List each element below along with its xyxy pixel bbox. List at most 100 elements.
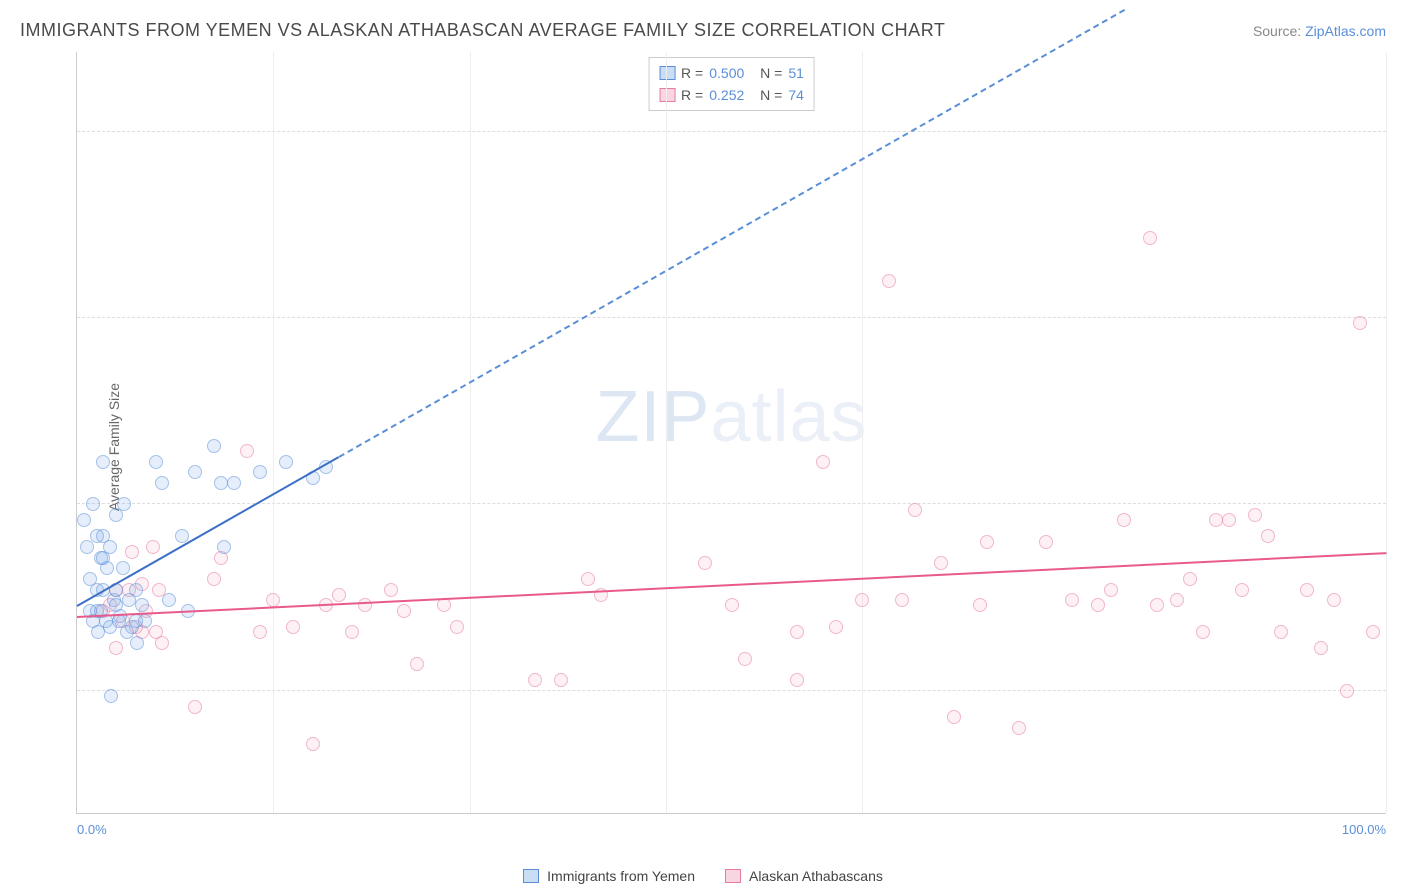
data-point-athabascan [146,540,160,554]
data-point-athabascan [1065,593,1079,607]
data-point-athabascan [908,503,922,517]
data-point-athabascan [698,556,712,570]
data-point-athabascan [1150,598,1164,612]
data-point-athabascan [240,444,254,458]
data-point-yemen [217,540,231,554]
data-point-yemen [135,598,149,612]
data-point-athabascan [410,657,424,671]
data-point-athabascan [895,593,909,607]
y-tick-label: 2.75 [1396,667,1406,683]
data-point-yemen [188,465,202,479]
gridline-v [862,52,863,813]
data-point-athabascan [1353,316,1367,330]
data-point-athabascan [1091,598,1105,612]
data-point-yemen [227,476,241,490]
data-point-athabascan [207,572,221,586]
data-point-athabascan [855,593,869,607]
data-point-yemen [96,551,110,565]
gridline-v [1386,52,1387,813]
data-point-athabascan [1143,231,1157,245]
watermark: ZIPatlas [595,376,867,458]
data-point-athabascan [1248,508,1262,522]
data-point-athabascan [1183,572,1197,586]
data-point-athabascan [345,625,359,639]
data-point-yemen [104,689,118,703]
data-point-yemen [130,636,144,650]
data-point-athabascan [1104,583,1118,597]
data-point-athabascan [1327,593,1341,607]
data-point-athabascan [980,535,994,549]
data-point-athabascan [155,636,169,650]
gridline-v [273,52,274,813]
data-point-athabascan [1314,641,1328,655]
data-point-athabascan [1170,593,1184,607]
y-tick-label: 4.50 [1396,480,1406,496]
data-point-athabascan [358,598,372,612]
data-point-athabascan [725,598,739,612]
data-point-athabascan [790,625,804,639]
gridline-v [666,52,667,813]
legend-item-yemen: Immigrants from Yemen [523,868,695,884]
data-point-athabascan [286,620,300,634]
legend-swatch-blue-icon [523,869,539,883]
legend-series: Immigrants from Yemen Alaskan Athabascan… [0,868,1406,884]
data-point-athabascan [1261,529,1275,543]
legend-stats: R = 0.500 N = 51 R = 0.252 N = 74 [648,57,815,111]
data-point-yemen [214,476,228,490]
data-point-yemen [149,455,163,469]
data-point-yemen [129,583,143,597]
data-point-yemen [109,598,123,612]
data-point-athabascan [581,572,595,586]
legend-stat-row: R = 0.252 N = 74 [659,84,804,106]
data-point-yemen [116,561,130,575]
x-tick-label: 100.0% [1342,822,1386,837]
legend-swatch-blue-icon [659,66,675,80]
data-point-athabascan [1039,535,1053,549]
data-point-athabascan [437,598,451,612]
data-point-athabascan [1340,684,1354,698]
data-point-athabascan [934,556,948,570]
source-link[interactable]: ZipAtlas.com [1305,23,1386,39]
data-point-athabascan [384,583,398,597]
data-point-athabascan [266,593,280,607]
data-point-athabascan [253,625,267,639]
legend-swatch-pink-icon [725,869,741,883]
data-point-yemen [96,455,110,469]
data-point-athabascan [738,652,752,666]
legend-stat-row: R = 0.500 N = 51 [659,62,804,84]
trendline-yemen [77,457,340,608]
data-point-athabascan [973,598,987,612]
legend-swatch-pink-icon [659,88,675,102]
data-point-athabascan [1209,513,1223,527]
data-point-athabascan [816,455,830,469]
data-point-athabascan [188,700,202,714]
data-point-athabascan [554,673,568,687]
data-point-athabascan [332,588,346,602]
data-point-athabascan [109,641,123,655]
data-point-athabascan [450,620,464,634]
y-tick-label: 8.00 [1396,108,1406,124]
data-point-athabascan [1196,625,1210,639]
data-point-athabascan [1235,583,1249,597]
data-point-athabascan [1117,513,1131,527]
data-point-athabascan [1222,513,1236,527]
data-point-athabascan [882,274,896,288]
gridline-v [470,52,471,813]
y-tick-label: 6.25 [1396,294,1406,310]
data-point-athabascan [790,673,804,687]
data-point-athabascan [1300,583,1314,597]
data-point-athabascan [829,620,843,634]
source-label: Source: ZipAtlas.com [1253,23,1386,39]
data-point-yemen [86,497,100,511]
data-point-yemen [117,497,131,511]
data-point-athabascan [947,710,961,724]
data-point-yemen [207,439,221,453]
data-point-athabascan [306,737,320,751]
data-point-yemen [77,513,91,527]
data-point-athabascan [1366,625,1380,639]
data-point-athabascan [125,545,139,559]
legend-label: Alaskan Athabascans [749,868,883,884]
legend-label: Immigrants from Yemen [547,868,695,884]
data-point-athabascan [528,673,542,687]
data-point-yemen [162,593,176,607]
